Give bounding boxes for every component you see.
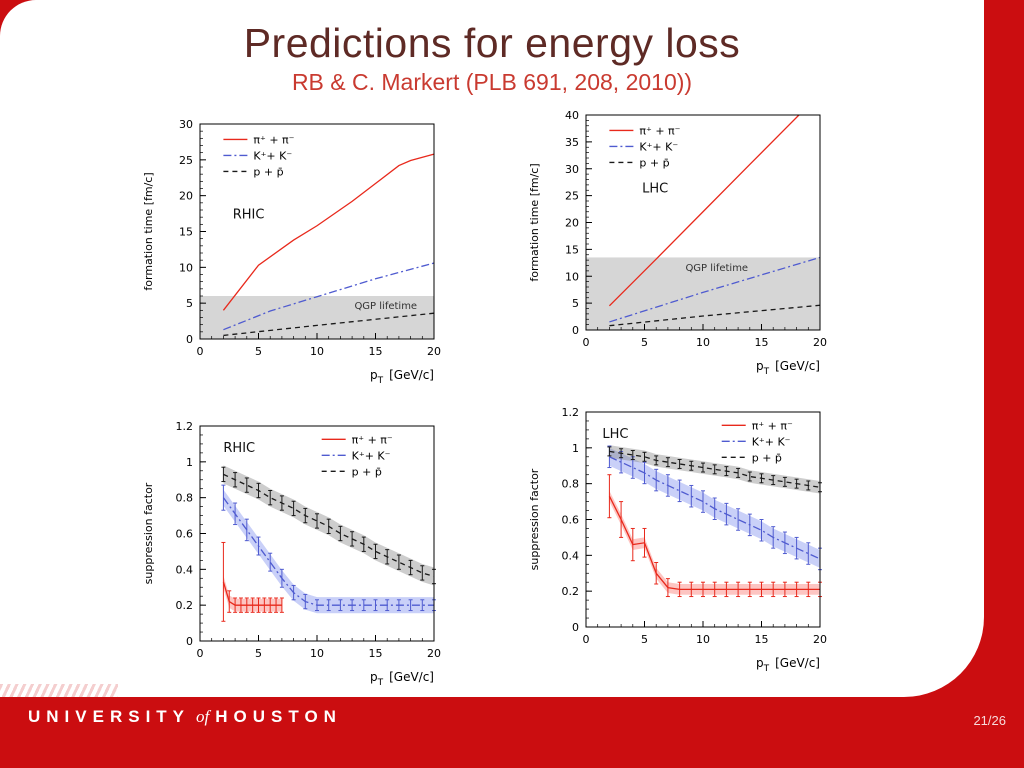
- svg-text:20: 20: [427, 345, 441, 358]
- svg-text:25: 25: [565, 190, 579, 203]
- slide-title: Predictions for energy loss: [243, 20, 741, 66]
- decorative-hatch: [0, 684, 118, 697]
- svg-text:suppression factor: suppression factor: [528, 468, 541, 570]
- slide-subtitle: RB & C. Markert (PLB 691, 208, 2010)): [291, 69, 693, 95]
- footer-bar: UNIVERSITY of HOUSTON 21/26: [0, 697, 1024, 768]
- svg-text:5: 5: [641, 633, 648, 646]
- svg-text:0.2: 0.2: [176, 599, 194, 612]
- wordmark-university: UNIVERSITY: [28, 707, 191, 726]
- svg-text:20: 20: [427, 647, 441, 660]
- svg-text:K⁺+ K⁻: K⁺+ K⁻: [752, 435, 791, 448]
- suppression-factor-lhc-chart: 0 5 10 15 20 0 0.2 0.4 0.6 0.8 1 1.2 suppression fac…: [524, 398, 832, 684]
- svg-text:LHC: LHC: [642, 181, 668, 196]
- svg-text:0: 0: [186, 333, 193, 346]
- svg-text:pT [GeV/c]: pT [GeV/c]: [370, 368, 434, 386]
- svg-text:10: 10: [696, 336, 710, 349]
- svg-text:30: 30: [179, 118, 193, 131]
- svg-text:15: 15: [179, 226, 193, 239]
- svg-text:15: 15: [369, 647, 383, 660]
- svg-text:0.4: 0.4: [176, 563, 194, 576]
- svg-text:pT [GeV/c]: pT [GeV/c]: [756, 656, 820, 674]
- svg-text:30: 30: [565, 163, 579, 176]
- svg-text:p + p̄: p + p̄: [352, 465, 382, 478]
- svg-text:K⁺+ K⁻: K⁺+ K⁻: [639, 140, 678, 153]
- svg-text:5: 5: [186, 297, 193, 310]
- svg-text:0: 0: [583, 336, 590, 349]
- svg-text:RHIC: RHIC: [233, 208, 265, 223]
- formation-time-rhic-chart: QGP lifetime 0 5 10 15 20 0 5 10 15 20 25 30 formatio…: [138, 110, 446, 396]
- university-of-houston-wordmark: UNIVERSITY of HOUSTON: [28, 707, 342, 727]
- svg-text:0: 0: [572, 621, 579, 634]
- svg-text:5: 5: [255, 345, 262, 358]
- svg-text:pT [GeV/c]: pT [GeV/c]: [370, 670, 434, 688]
- svg-text:suppression factor: suppression factor: [142, 482, 155, 584]
- svg-text:0: 0: [197, 345, 204, 358]
- svg-text:35: 35: [565, 136, 579, 149]
- svg-text:0.8: 0.8: [562, 478, 580, 491]
- svg-text:0: 0: [572, 324, 579, 337]
- svg-text:5: 5: [572, 297, 579, 310]
- svg-text:0: 0: [186, 635, 193, 648]
- svg-text:π⁺ + π⁻: π⁺ + π⁻: [639, 124, 680, 137]
- svg-text:5: 5: [255, 647, 262, 660]
- svg-text:10: 10: [179, 261, 193, 274]
- svg-text:0.6: 0.6: [176, 528, 194, 541]
- svg-text:1.2: 1.2: [176, 420, 194, 433]
- svg-text:15: 15: [565, 243, 579, 256]
- svg-text:15: 15: [755, 633, 769, 646]
- svg-text:15: 15: [755, 336, 769, 349]
- svg-text:0.2: 0.2: [562, 585, 580, 598]
- svg-text:0.8: 0.8: [176, 492, 194, 505]
- svg-text:p + p̄: p + p̄: [639, 156, 669, 169]
- wordmark-houston: HOUSTON: [215, 707, 342, 726]
- svg-text:10: 10: [310, 647, 324, 660]
- svg-text:40: 40: [565, 109, 579, 122]
- svg-text:LHC: LHC: [602, 427, 628, 442]
- suppression-factor-rhic-chart: 0 5 10 15 20 0 0.2 0.4 0.6 0.8 1 1.2 suppression fac…: [138, 412, 446, 698]
- svg-text:K⁺+ K⁻: K⁺+ K⁻: [352, 449, 391, 462]
- svg-text:20: 20: [179, 190, 193, 203]
- svg-text:20: 20: [813, 633, 827, 646]
- svg-text:1: 1: [572, 442, 579, 455]
- svg-text:10: 10: [310, 345, 324, 358]
- svg-text:π⁺ + π⁻: π⁺ + π⁻: [352, 433, 393, 446]
- slide-content-area: Predictions for energy loss RB & C. Mark…: [0, 0, 984, 697]
- svg-text:10: 10: [565, 270, 579, 283]
- svg-text:1: 1: [186, 456, 193, 469]
- svg-text:10: 10: [696, 633, 710, 646]
- svg-text:20: 20: [565, 217, 579, 230]
- svg-text:15: 15: [369, 345, 383, 358]
- formation-time-lhc-chart: QGP lifetime 0 5 10 15 20 0 5 10 15 20 25 30 35 40 form…: [524, 101, 832, 387]
- svg-text:RHIC: RHIC: [223, 441, 255, 456]
- svg-text:0: 0: [583, 633, 590, 646]
- svg-text:5: 5: [641, 336, 648, 349]
- svg-text:0: 0: [197, 647, 204, 660]
- svg-text:QGP lifetime: QGP lifetime: [685, 263, 748, 274]
- svg-text:0.4: 0.4: [562, 549, 580, 562]
- svg-text:p + p̄: p + p̄: [253, 165, 283, 178]
- svg-text:1.2: 1.2: [562, 406, 580, 419]
- svg-text:π⁺ + π⁻: π⁺ + π⁻: [752, 419, 793, 432]
- svg-text:pT [GeV/c]: pT [GeV/c]: [756, 359, 820, 377]
- page-number: 21/26: [973, 713, 1006, 728]
- svg-text:formation time [fm/c]: formation time [fm/c]: [528, 163, 541, 281]
- svg-text:formation time [fm/c]: formation time [fm/c]: [142, 172, 155, 290]
- svg-text:π⁺ + π⁻: π⁺ + π⁻: [253, 133, 294, 146]
- svg-text:25: 25: [179, 154, 193, 167]
- svg-text:K⁺+ K⁻: K⁺+ K⁻: [253, 149, 292, 162]
- svg-text:0.6: 0.6: [562, 514, 580, 527]
- svg-text:QGP lifetime: QGP lifetime: [354, 301, 417, 312]
- svg-text:20: 20: [813, 336, 827, 349]
- svg-text:p + p̄: p + p̄: [752, 451, 782, 464]
- wordmark-of: of: [196, 707, 210, 726]
